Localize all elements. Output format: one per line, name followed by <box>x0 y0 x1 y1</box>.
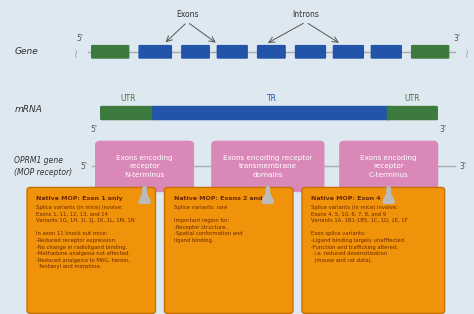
Text: Introns: Introns <box>292 10 319 19</box>
Text: 3': 3' <box>460 162 467 171</box>
Text: mRNA: mRNA <box>14 106 42 114</box>
Text: 5': 5' <box>76 34 83 43</box>
FancyBboxPatch shape <box>164 187 293 313</box>
Text: Splice variants: rare

Important region for:
-Receptor structure.
-Spatial confo: Splice variants: rare Important region f… <box>174 205 243 243</box>
FancyBboxPatch shape <box>302 187 445 313</box>
Text: Exons encoding
receptor
N-terminus: Exons encoding receptor N-terminus <box>116 155 173 178</box>
FancyBboxPatch shape <box>387 106 438 120</box>
Text: Splice variants (in mice) involve:
Exons 1, 11, 12, 13, and 14
Variants 1G, 1H, : Splice variants (in mice) involve: Exons… <box>36 205 135 269</box>
FancyBboxPatch shape <box>100 106 156 120</box>
Text: TR: TR <box>266 94 277 103</box>
FancyBboxPatch shape <box>152 106 391 120</box>
Text: Native MOP: Exons 2 and 3: Native MOP: Exons 2 and 3 <box>174 196 269 201</box>
FancyBboxPatch shape <box>295 45 326 59</box>
FancyBboxPatch shape <box>138 45 172 59</box>
Text: ~: ~ <box>69 46 82 57</box>
FancyBboxPatch shape <box>333 45 364 59</box>
FancyBboxPatch shape <box>95 141 194 192</box>
Text: Exons: Exons <box>176 10 199 19</box>
FancyBboxPatch shape <box>411 45 449 59</box>
FancyBboxPatch shape <box>371 45 402 59</box>
FancyBboxPatch shape <box>257 45 286 59</box>
Text: Native MOP: Exon 4: Native MOP: Exon 4 <box>311 196 381 201</box>
Text: ~: ~ <box>461 46 474 57</box>
FancyBboxPatch shape <box>339 141 438 192</box>
FancyBboxPatch shape <box>27 187 155 313</box>
Text: UTR: UTR <box>405 94 420 103</box>
FancyBboxPatch shape <box>181 45 210 59</box>
Text: 5': 5' <box>91 125 97 134</box>
Text: 3': 3' <box>440 125 447 134</box>
Text: Gene: Gene <box>14 47 38 56</box>
Text: OPRM1 gene
(MOP receptor): OPRM1 gene (MOP receptor) <box>14 156 73 177</box>
Text: Splice variants (in mice) involve:
Exons 4, 5, 10, 6, 7, 8, and 9
Variants 1A, 1: Splice variants (in mice) involve: Exons… <box>311 205 408 263</box>
Text: Native MOP: Exon 1 only: Native MOP: Exon 1 only <box>36 196 123 201</box>
Text: Exons encoding receptor
transmembrane
domains: Exons encoding receptor transmembrane do… <box>223 155 313 178</box>
Text: Exons encoding
receptor
C-terminus: Exons encoding receptor C-terminus <box>360 155 417 178</box>
FancyBboxPatch shape <box>217 45 248 59</box>
FancyBboxPatch shape <box>211 141 324 192</box>
Text: 3': 3' <box>453 34 460 43</box>
FancyBboxPatch shape <box>91 45 129 59</box>
Text: 5': 5' <box>81 162 88 171</box>
Text: UTR: UTR <box>120 94 136 103</box>
